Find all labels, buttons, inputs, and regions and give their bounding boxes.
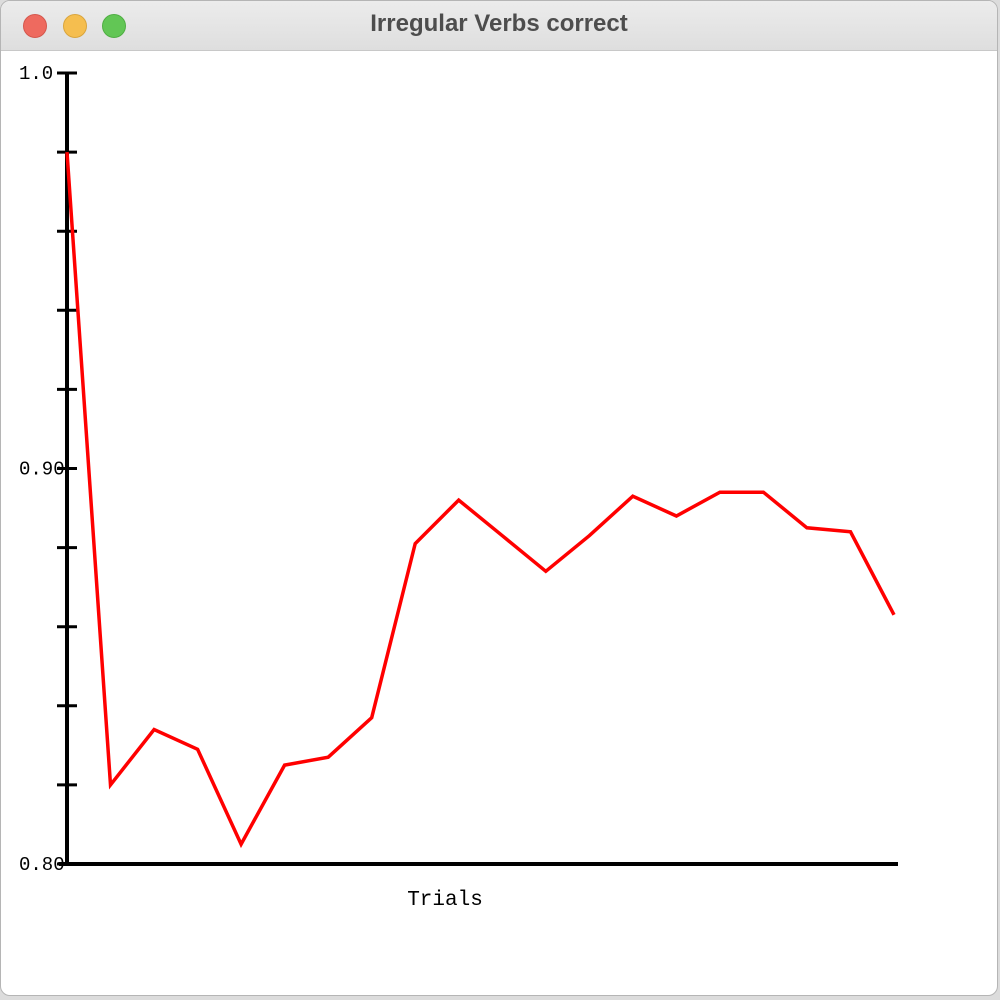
title-bar[interactable]: Irregular Verbs correct <box>1 1 997 51</box>
window-title: Irregular Verbs correct <box>370 10 628 37</box>
line-chart: 0.80 0.90 1.0 Trials <box>19 63 898 912</box>
y-tick-label: 0.90 <box>19 459 65 481</box>
minimize-button[interactable] <box>63 14 87 38</box>
series-line <box>65 151 896 849</box>
close-button[interactable] <box>23 14 47 38</box>
chart-area: 0.80 0.90 1.0 Trials <box>1 52 997 995</box>
zoom-button[interactable] <box>102 14 126 38</box>
x-axis-label: Trials <box>407 889 483 912</box>
y-tick-label: 0.80 <box>19 854 65 876</box>
y-tick-label: 1.0 <box>19 63 53 85</box>
